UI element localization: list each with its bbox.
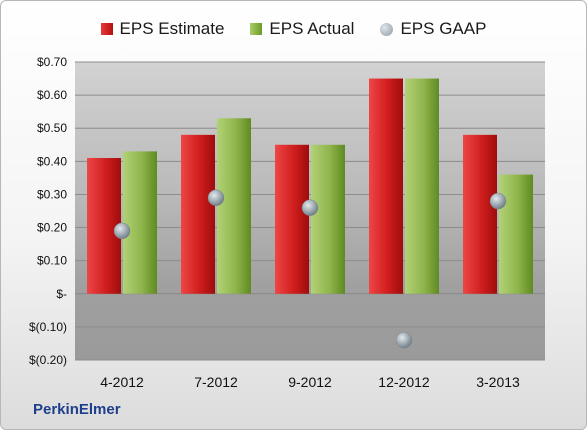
legend-swatch-eps-estimate bbox=[100, 23, 113, 35]
x-tick-label: 9-2012 bbox=[288, 374, 332, 390]
legend-item-eps-gaap: EPS GAAP bbox=[380, 16, 486, 42]
bar-eps-actual bbox=[217, 118, 251, 294]
marker-eps-gaap bbox=[207, 189, 225, 207]
y-tick-label: $- bbox=[56, 287, 67, 301]
legend-label-eps-actual: EPS Actual bbox=[269, 19, 355, 38]
x-tick-label: 7-2012 bbox=[194, 374, 238, 390]
bar-eps-actual bbox=[123, 151, 157, 294]
y-tick-label: $0.40 bbox=[37, 154, 67, 168]
bar-eps-estimate bbox=[181, 134, 215, 294]
y-tick-label: $0.10 bbox=[37, 254, 67, 268]
legend-swatch-eps-actual bbox=[250, 23, 263, 35]
legend-item-eps-estimate: EPS Estimate bbox=[100, 16, 225, 42]
legend-item-eps-actual: EPS Actual bbox=[250, 16, 354, 42]
bar-eps-estimate bbox=[463, 134, 497, 294]
bar-eps-estimate bbox=[275, 144, 309, 294]
y-tick-label: $0.50 bbox=[37, 121, 67, 135]
x-tick-label: 4-2012 bbox=[100, 374, 144, 390]
company-name: PerkinElmer bbox=[33, 401, 121, 418]
y-tick-label: $(0.10) bbox=[29, 320, 67, 334]
legend-swatch-eps-gaap bbox=[380, 22, 394, 36]
y-tick-label: $0.70 bbox=[37, 55, 67, 69]
legend: EPS Estimate EPS Actual EPS GAAP bbox=[0, 16, 587, 42]
y-tick-label: $0.20 bbox=[37, 221, 67, 235]
marker-eps-gaap bbox=[489, 192, 507, 210]
bar-eps-estimate bbox=[369, 78, 403, 294]
y-tick-label: $(0.20) bbox=[29, 353, 67, 367]
legend-label-eps-estimate: EPS Estimate bbox=[119, 19, 225, 38]
legend-label-eps-gaap: EPS GAAP bbox=[400, 19, 487, 38]
y-tick-label: $0.60 bbox=[37, 88, 67, 102]
marker-eps-gaap bbox=[113, 222, 131, 240]
bar-eps-actual bbox=[405, 78, 439, 294]
marker-eps-gaap bbox=[301, 199, 319, 216]
bar-eps-actual bbox=[311, 144, 345, 294]
marker-eps-gaap bbox=[395, 331, 413, 349]
x-tick-label: 3-2013 bbox=[476, 374, 520, 390]
bar-eps-actual bbox=[499, 174, 533, 294]
bar-eps-estimate bbox=[87, 158, 121, 294]
x-tick-label: 12-2012 bbox=[378, 374, 430, 390]
y-tick-label: $0.30 bbox=[37, 187, 67, 201]
